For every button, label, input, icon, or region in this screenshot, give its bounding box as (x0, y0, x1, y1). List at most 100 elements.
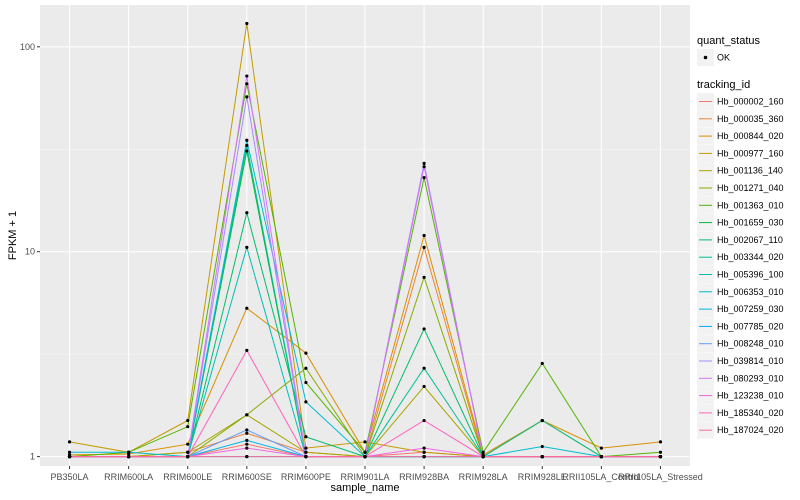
legend-shape-title: quant_status (697, 35, 760, 47)
data-point (304, 455, 308, 459)
data-point (422, 161, 426, 165)
data-point (304, 366, 308, 370)
x-tick-label: RRIM600PE (281, 472, 331, 482)
legend-color-label: Hb_000844_020 (717, 131, 784, 141)
data-point (245, 211, 249, 215)
legend-color-label: Hb_123238_010 (717, 391, 784, 401)
data-point (304, 446, 308, 450)
x-tick-label: RRIM600SE (222, 472, 272, 482)
data-point (127, 455, 131, 459)
legend-color-label: Hb_080293_010 (717, 373, 784, 383)
data-point (658, 450, 663, 454)
data-point (245, 306, 249, 310)
data-point (245, 428, 249, 432)
data-point (422, 384, 426, 389)
data-point (245, 82, 249, 86)
x-tick-label: PB350LA (51, 472, 89, 482)
data-point (245, 348, 249, 352)
y-axis: 1 10 100 (20, 42, 40, 462)
legend-color-label: Hb_001136_140 (717, 166, 783, 176)
data-point (599, 446, 603, 450)
legend-color-label: Hb_187024_020 (717, 425, 784, 435)
legend-color-label: Hb_000977_160 (717, 148, 784, 158)
data-point (245, 149, 249, 153)
data-point (363, 440, 367, 444)
legend-shape-key (703, 55, 708, 60)
x-tick-label: RRIM600LE (163, 472, 212, 482)
data-point (186, 450, 190, 454)
legend-color-label: Hb_003344_020 (717, 252, 784, 262)
data-point (422, 446, 426, 450)
x-tick-label: RRIM901LA (340, 472, 389, 482)
data-point (67, 450, 72, 454)
x-tick-label: RRII105LA_Control (562, 472, 640, 482)
data-point (245, 431, 249, 435)
legend-color-label: Hb_002067_110 (717, 235, 783, 245)
data-point (186, 425, 190, 429)
data-point (245, 438, 249, 443)
data-point (304, 435, 308, 439)
data-point (245, 245, 249, 249)
x-tick-label: RRIM928LE (518, 472, 567, 482)
legend-shape-items: OK (697, 49, 730, 66)
legend-color-label: Hb_039814_010 (717, 356, 784, 366)
x-tick-label: RRIM928LA (459, 472, 508, 482)
data-point (363, 455, 367, 459)
data-point (304, 351, 308, 355)
x-axis: PB350LA RRIM600LA RRIM600LE RRIM600SE RRIM60… (51, 466, 703, 482)
data-point (540, 444, 544, 449)
y-axis-title: FPKM + 1 (7, 211, 19, 260)
data-point (540, 455, 544, 459)
data-point (67, 455, 72, 459)
data-point (245, 446, 249, 450)
x-tick-label: RRII105LA_Stressed (618, 472, 703, 482)
legend-color-label: Hb_000035_360 (717, 114, 784, 124)
data-point (245, 138, 249, 142)
legend-color-label: Hb_001659_030 (717, 218, 784, 228)
legend-color-label: Hb_001363_010 (717, 200, 784, 210)
data-point (422, 165, 426, 169)
legend-color-label: Hb_007785_020 (717, 321, 784, 331)
x-tick-label: RRIM600LA (104, 472, 153, 482)
data-point (481, 450, 485, 454)
data-point (186, 418, 190, 423)
points (67, 21, 663, 459)
data-point (540, 361, 544, 366)
legend-color-label: Hb_006353_010 (717, 287, 784, 297)
data-point (599, 455, 603, 459)
x-tick-label: RRIM928BA (399, 472, 449, 482)
data-point (422, 366, 426, 370)
y-tick-label: 1 (30, 452, 35, 462)
data-point (245, 21, 249, 26)
data-point (422, 176, 426, 180)
data-point (540, 418, 544, 423)
data-point (658, 440, 663, 444)
data-point (245, 442, 249, 446)
data-point (363, 450, 367, 454)
legend-color-title: tracking_id (697, 79, 750, 91)
legend: quant_status OK tracking_id Hb_000002_16… (697, 35, 784, 439)
legend-color-label: Hb_007259_030 (717, 304, 784, 314)
x-axis-title: sample_name (330, 482, 399, 494)
data-point (422, 450, 426, 454)
legend-color-label: Hb_005396_100 (717, 270, 784, 280)
legend-color-label: Hb_008248_010 (717, 339, 784, 349)
y-tick-label: 10 (25, 247, 35, 257)
data-point (422, 327, 426, 331)
legend-shape-label: OK (717, 53, 730, 63)
data-point (186, 455, 190, 459)
data-point (422, 455, 426, 459)
data-point (422, 233, 426, 238)
data-point (481, 455, 485, 459)
data-point (245, 455, 249, 459)
legend-color-label: Hb_000002_160 (717, 97, 784, 107)
data-point (422, 275, 426, 279)
data-point (245, 413, 249, 417)
legend-color-label: Hb_185340_020 (717, 408, 784, 418)
legend-color-label: Hb_001271_040 (717, 183, 784, 193)
data-point (245, 95, 249, 99)
data-point (422, 245, 426, 249)
data-point (245, 143, 249, 148)
data-point (422, 418, 426, 423)
